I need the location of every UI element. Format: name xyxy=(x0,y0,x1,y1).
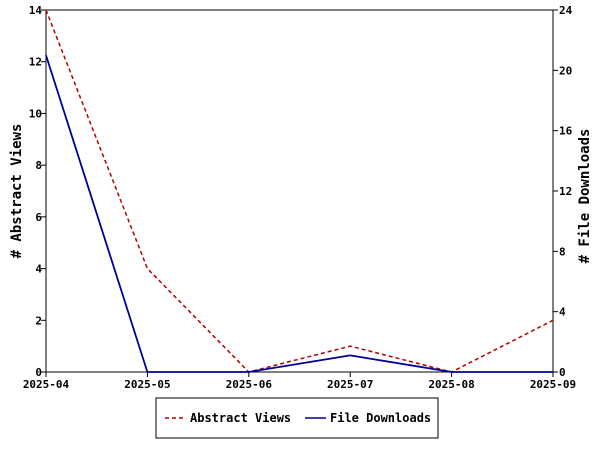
series-line-abstract-views xyxy=(45,9,554,373)
x-tick-label: 2025-09 xyxy=(530,378,576,391)
left-tick-label: 10 xyxy=(29,107,42,120)
series-layer xyxy=(45,9,554,373)
left-tick-label: 4 xyxy=(35,263,42,276)
right-tick-label: 0 xyxy=(559,366,566,379)
right-tick-label: 12 xyxy=(559,185,572,198)
left-tick-label: 12 xyxy=(29,56,42,69)
right-tick-label: 20 xyxy=(559,64,572,77)
left-y-axis: 0 2 4 6 8 10 12 14 xyxy=(29,4,46,379)
series-line-file-downloads xyxy=(45,54,553,373)
x-tick-label: 2025-05 xyxy=(124,378,170,391)
x-tick-label: 2025-04 xyxy=(23,378,70,391)
left-tick-label: 2 xyxy=(35,314,42,327)
left-tick-label: 6 xyxy=(35,211,42,224)
x-tick-label: 2025-08 xyxy=(428,378,474,391)
x-tick-label: 2025-07 xyxy=(327,378,373,391)
left-tick-label: 0 xyxy=(35,366,42,379)
x-tick-label: 2025-06 xyxy=(226,378,273,391)
right-tick-label: 8 xyxy=(559,245,566,258)
left-tick-label: 8 xyxy=(35,159,42,172)
legend: Abstract Views File Downloads xyxy=(155,397,439,439)
legend-label-abstract-views: Abstract Views xyxy=(190,411,291,425)
right-y-axis: 0 4 8 12 16 20 24 xyxy=(553,4,573,379)
plot-area xyxy=(45,9,554,373)
right-tick-label: 24 xyxy=(559,4,573,17)
plot-frame xyxy=(45,9,554,373)
left-axis-title: # Abstract Views xyxy=(9,124,25,259)
right-tick-label: 4 xyxy=(559,306,566,319)
legend-box xyxy=(155,397,439,439)
right-tick-label: 16 xyxy=(559,125,573,138)
left-tick-label: 14 xyxy=(29,4,43,17)
x-axis: 2025-04 2025-05 2025-06 2025-07 2025-08 2025-… xyxy=(23,372,576,391)
legend-label-file-downloads: File Downloads xyxy=(330,411,431,425)
right-axis-title: # File Downloads xyxy=(577,129,593,264)
